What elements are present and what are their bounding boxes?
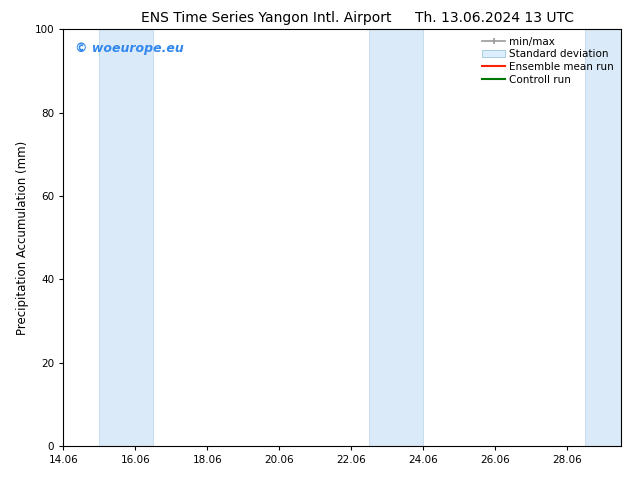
Text: Th. 13.06.2024 13 UTC: Th. 13.06.2024 13 UTC [415, 11, 574, 25]
Legend: min/max, Standard deviation, Ensemble mean run, Controll run: min/max, Standard deviation, Ensemble me… [480, 35, 616, 87]
Bar [370, 29, 424, 446]
Text: © woeurope.eu: © woeurope.eu [75, 42, 183, 55]
Text: ENS Time Series Yangon Intl. Airport: ENS Time Series Yangon Intl. Airport [141, 11, 392, 25]
Bar [100, 29, 153, 446]
Y-axis label: Precipitation Accumulation (mm): Precipitation Accumulation (mm) [16, 141, 29, 335]
Bar [585, 29, 621, 446]
